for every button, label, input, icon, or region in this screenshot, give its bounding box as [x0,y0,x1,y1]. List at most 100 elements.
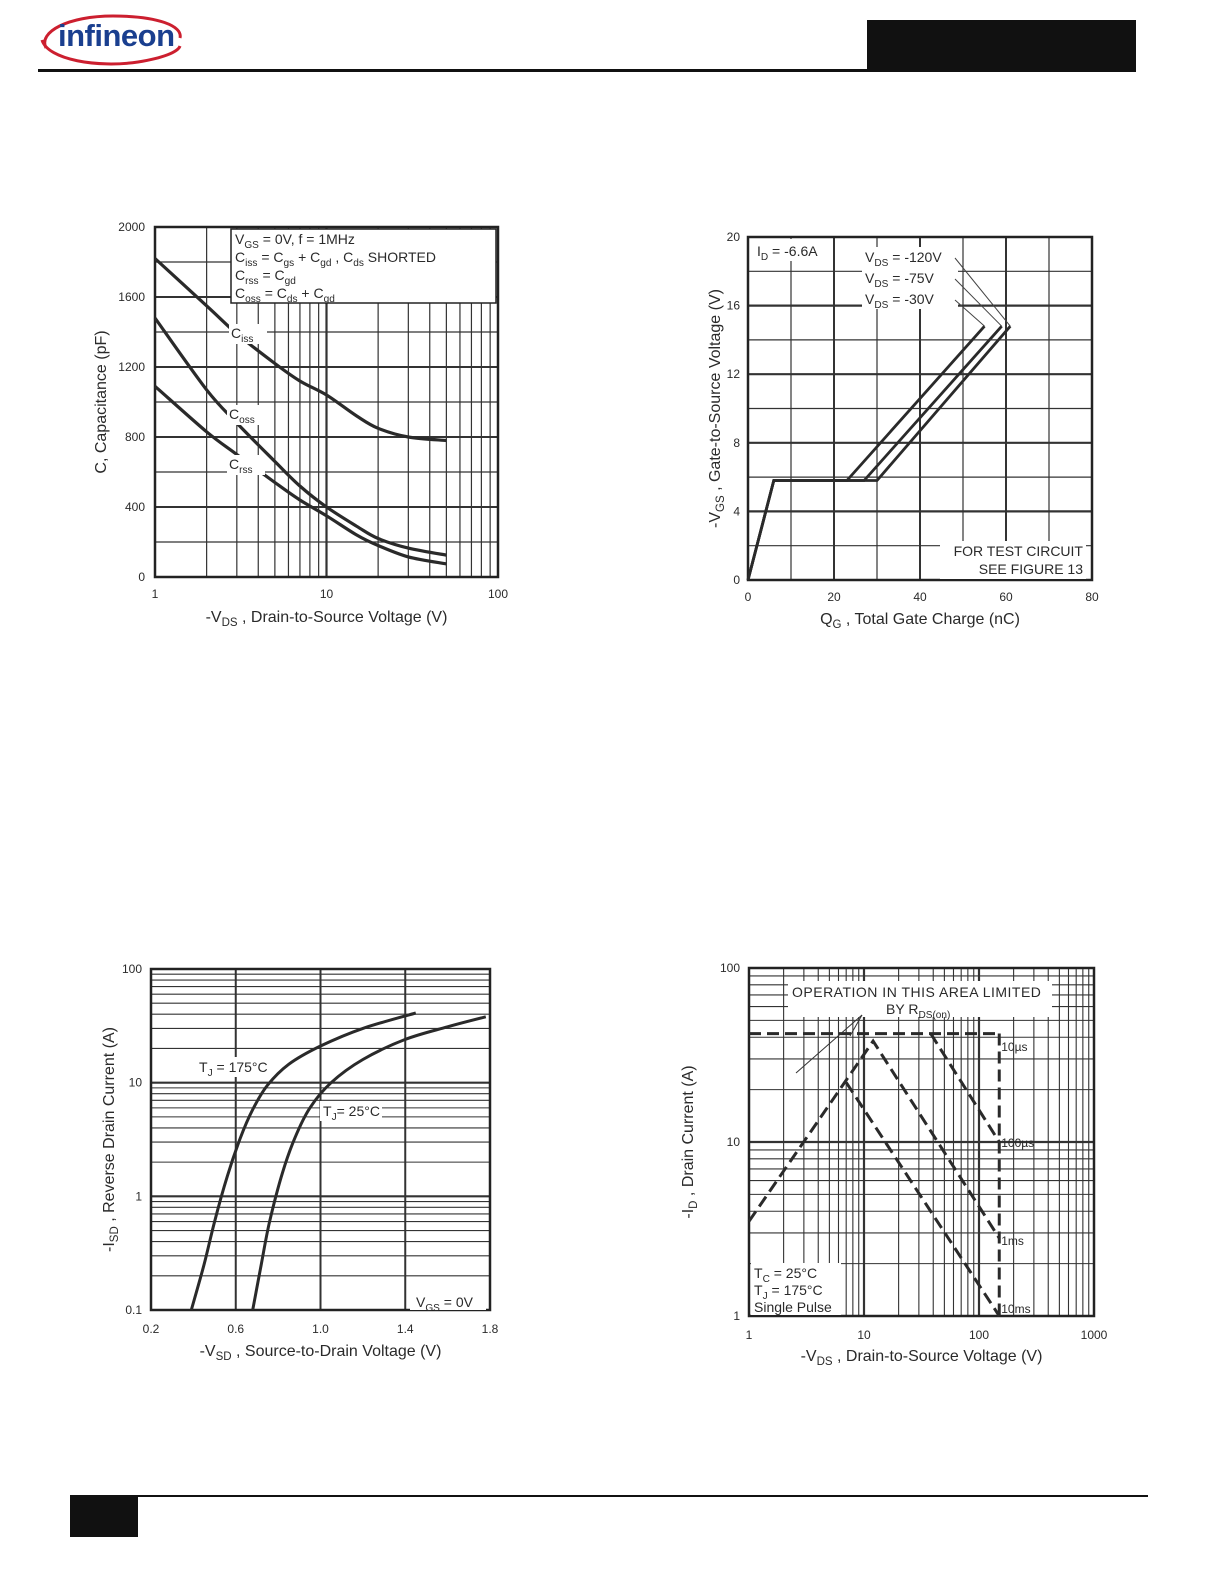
x-axis-label: -VDS , Drain-to-Source Voltage (V) [206,609,448,629]
series-line-vds [746,325,986,581]
y-axis-label: -ID , Drain Current (A) [680,1065,700,1218]
plot-frame [149,967,492,1312]
legend-line: VGS = 0V, f = 1MHz [235,231,355,251]
y-tick-label: 0 [733,573,740,587]
footer-rule [138,1495,1148,1497]
test-circuit-note: FOR TEST CIRCUIT [954,543,1084,559]
y-tick-label: 2000 [118,220,145,234]
legend-line: Coss = Cds + Cgd [235,285,335,305]
x-tick-label: 0 [745,590,752,604]
series-label: 1ms [1001,1234,1024,1248]
y-tick-label: 1 [135,1189,142,1203]
y-tick-label: 0 [138,570,145,584]
y-tick-label: 1600 [118,290,145,304]
series-label-bg [229,324,267,344]
header-rule [38,69,868,72]
conditions-bg [751,1263,841,1315]
y-axis-label: C, Capacitance (pF) [93,330,110,473]
soa-line-10ms [844,1081,1001,1317]
series-line-tj [189,1011,417,1311]
x-tick-label: 100 [488,587,508,601]
legend-box [230,228,497,304]
x-axis-label: QG , Total Gate Charge (nC) [820,611,1020,631]
series-label: TJ = 175°C [199,1059,268,1079]
leader-line [795,1014,863,1074]
leader-line [849,1014,863,1037]
footer-block [70,1495,138,1537]
y-tick-label: 10 [727,1135,741,1149]
x-tick-label: 1 [152,587,159,601]
series-label-bg [320,1101,382,1121]
y-tick-label: 100 [720,961,740,975]
x-tick-label: 0.6 [227,1322,244,1336]
note-bg [940,541,1086,579]
x-tick-label: 60 [999,590,1013,604]
y-tick-label: 0.1 [125,1303,142,1317]
y-axis-label: -VGS , Gate-to-Source Voltage (V) [707,289,727,528]
vds-labels-bg [862,247,958,309]
x-tick-label: 1.0 [312,1322,329,1336]
region-label: OPERATION IN THIS AREA LIMITED [792,984,1041,1000]
series-line-ciss [153,257,447,443]
x-tick-label: 1 [746,1328,753,1342]
series-label: Ciss [231,325,253,345]
series-label: TJ= 25°C [323,1103,380,1123]
plot-frame [153,225,500,579]
x-axis-label: -VDS , Drain-to-Source Voltage (V) [801,1348,1043,1368]
test-circuit-note: SEE FIGURE 13 [979,561,1083,577]
y-tick-label: 8 [733,436,740,450]
series-line-crss [153,385,447,566]
leader-line [954,257,1011,327]
condition-line: TC = 25°C [754,1265,817,1285]
series-label: VDS = -120V [865,249,942,269]
x-tick-label: 20 [827,590,841,604]
series-label: Crss [229,456,253,476]
x-tick-label: 1.8 [482,1322,499,1336]
series-line-tj [251,1015,487,1311]
series-label: 100µs [1001,1136,1034,1150]
x-tick-label: 10 [857,1328,871,1342]
x-axis-label: -VSD , Source-to-Drain Voltage (V) [200,1343,442,1363]
vgs-label-bg [410,1292,486,1310]
x-tick-label: 0.2 [143,1322,160,1336]
leader-line [954,299,985,327]
logo-text: infineon [58,18,175,53]
y-tick-label: 4 [733,504,740,518]
series-label: VDS = -75V [865,270,935,290]
series-label: 10ms [1001,1302,1030,1316]
y-tick-label: 10 [129,1076,143,1090]
series-label: 10µs [1001,1040,1027,1054]
series-line-coss [153,317,447,557]
y-tick-label: 1 [733,1309,740,1323]
soa-line-1ms [747,1038,1001,1240]
series-label: Coss [229,406,255,426]
region-label: BY RDS(on) [886,1001,950,1021]
header-block [867,20,1136,72]
id-label-bg [754,239,832,261]
x-tick-label: 80 [1085,590,1099,604]
legend-line: Ciss = Cgs + Cgd , Cds SHORTED [235,249,436,269]
y-tick-label: 1200 [118,360,145,374]
infineon-logo: infineon [38,8,188,70]
y-tick-label: 400 [125,500,145,514]
x-tick-label: 10 [320,587,334,601]
x-tick-label: 1.4 [397,1322,414,1336]
y-tick-label: 16 [727,299,741,313]
page-header: infineon [0,0,1224,80]
y-tick-label: 20 [727,230,741,244]
y-tick-label: 12 [727,367,741,381]
plot-frame [747,966,1096,1318]
y-tick-label: 100 [122,962,142,976]
series-label-bg [227,405,265,425]
series-label-bg [196,1057,272,1077]
region-label-bg [788,981,1052,1017]
x-tick-label: 1000 [1081,1328,1108,1342]
y-axis-label: -ISD , Reverse Drain Current (A) [101,1027,121,1252]
vgs-label: VGS = 0V [416,1294,474,1314]
soa-line-100us [929,1032,1001,1143]
id-label: ID = -6.6A [757,243,818,263]
condition-line: TJ = 175°C [754,1282,823,1302]
